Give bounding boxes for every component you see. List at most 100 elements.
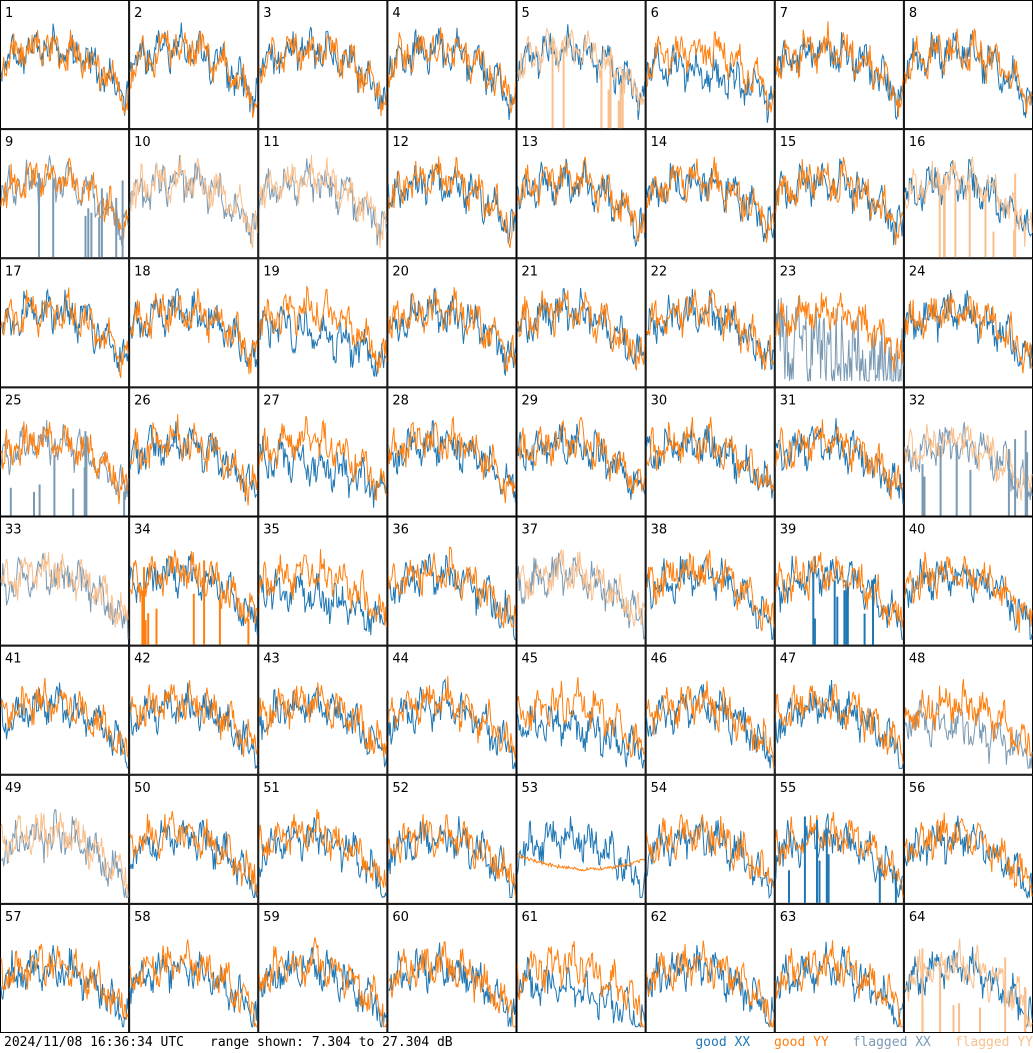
panel-label: 49	[5, 781, 22, 796]
xx-trace	[0, 288, 129, 372]
panel-36: 36	[387, 516, 517, 646]
yy-trace	[129, 154, 258, 250]
panel-13: 13	[516, 129, 646, 259]
yy-trace	[904, 423, 1033, 501]
panel-23: 23	[774, 258, 904, 388]
panel-label: 17	[5, 264, 22, 279]
panel-label: 29	[522, 393, 539, 408]
panel-29: 29	[516, 387, 646, 517]
panel-40: 40	[903, 516, 1033, 646]
timestamp: 2024/11/08 16:36:34 UTC	[4, 1035, 185, 1050]
xx-spikes	[921, 430, 1029, 516]
panel-frame	[903, 258, 1033, 388]
panel-51: 51	[258, 774, 388, 904]
xx-trace	[517, 158, 646, 248]
panel-label: 60	[392, 910, 409, 925]
yy-trace	[258, 937, 387, 1028]
panel-41: 41	[0, 645, 130, 775]
yy-trace	[129, 549, 258, 624]
yy-trace	[0, 943, 129, 1020]
yy-trace	[646, 940, 775, 1028]
panel-label: 9	[5, 135, 13, 150]
yy-spikes	[921, 948, 1027, 1032]
yy-trace	[517, 677, 646, 759]
yy-trace	[129, 680, 258, 757]
panel-label: 3	[263, 6, 271, 21]
xx-trace	[258, 568, 387, 636]
yy-spikes	[551, 42, 624, 129]
panel-47: 47	[774, 645, 904, 775]
xx-trace	[387, 678, 516, 769]
panel-frame	[645, 645, 775, 775]
panel-7: 7	[774, 0, 904, 130]
yy-trace	[904, 812, 1033, 897]
panel-label: 55	[780, 781, 797, 796]
panel-frame	[387, 645, 517, 775]
panel-frame	[903, 387, 1033, 517]
panel-label: 26	[134, 393, 151, 408]
xx-trace	[775, 158, 904, 246]
panel-label: 62	[651, 910, 668, 925]
xx-spikes	[9, 431, 126, 516]
panel-3: 3	[258, 0, 388, 130]
panel-label: 11	[263, 135, 280, 150]
yy-trace	[387, 546, 516, 629]
panel-frame	[387, 516, 517, 646]
yy-trace	[904, 938, 1033, 1028]
panel-6: 6	[645, 0, 775, 130]
yy-trace	[904, 679, 1033, 757]
yy-spikes	[938, 173, 1017, 258]
panel-63: 63	[774, 903, 904, 1033]
xx-trace	[388, 942, 516, 1027]
panel-label: 2	[134, 6, 142, 21]
yy-trace	[0, 287, 129, 378]
panel-16: 16	[903, 129, 1033, 259]
xx-spikes	[788, 816, 897, 903]
panel-frame	[516, 903, 646, 1033]
yy-trace	[258, 415, 387, 502]
panel-label: 53	[522, 781, 539, 796]
panel-57: 57	[0, 903, 130, 1033]
yy-trace	[387, 813, 516, 898]
xx-trace	[517, 422, 646, 500]
panel-frame	[516, 645, 646, 775]
panel-label: 37	[522, 523, 539, 538]
panel-label: 63	[780, 910, 797, 925]
panel-label: 40	[909, 523, 926, 538]
yy-trace	[775, 683, 904, 764]
yy-trace	[258, 808, 387, 888]
panel-48: 48	[903, 645, 1033, 775]
panel-label: 1	[5, 6, 13, 21]
panel-label: 35	[263, 523, 280, 538]
yy-spikes	[141, 560, 250, 645]
panel-label: 64	[909, 910, 926, 925]
panel-frame	[258, 903, 388, 1033]
panel-label: 24	[909, 264, 926, 279]
panel-label: 47	[780, 652, 797, 667]
panel-49: 49	[0, 774, 130, 904]
panel-38: 38	[645, 516, 775, 646]
panel-label: 12	[392, 135, 409, 150]
panel-4: 4	[387, 0, 517, 130]
panel-label: 23	[780, 264, 797, 279]
yy-trace	[129, 414, 258, 506]
panel-label: 30	[651, 393, 668, 408]
yy-trace	[258, 33, 387, 117]
legend-good-yy: good YY	[773, 1035, 829, 1050]
yy-trace	[775, 156, 904, 246]
xx-trace	[258, 305, 387, 377]
yy-trace	[129, 810, 258, 896]
yy-trace	[775, 552, 904, 628]
yy-trace	[0, 552, 129, 628]
panel-label: 14	[651, 135, 668, 150]
panel-frame	[129, 387, 259, 517]
panel-12: 12	[387, 129, 517, 259]
panel-label: 51	[263, 781, 280, 796]
panel-label: 41	[5, 652, 22, 667]
panel-11: 11	[258, 129, 388, 259]
panel-21: 21	[516, 258, 646, 388]
panel-42: 42	[129, 645, 259, 775]
panel-60: 60	[387, 903, 517, 1033]
yy-trace	[646, 416, 775, 493]
yy-trace	[904, 551, 1033, 633]
